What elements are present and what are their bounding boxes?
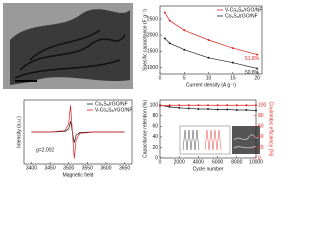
x-tick-label: 3650 [119, 165, 130, 171]
legend-label: V-Co₉S₈/rGO/NF [225, 7, 262, 13]
data-point [255, 109, 257, 112]
x-tick-label: 0 [159, 159, 162, 165]
data-point [207, 56, 210, 59]
x-tick-label: 8000 [231, 159, 242, 165]
data-point [216, 108, 219, 111]
x-tick-label: 0 [159, 75, 162, 81]
data-point [235, 104, 238, 107]
y2-tick-label: 20 [258, 145, 264, 151]
legend-label: Co₉S₈/rGO/NF [95, 101, 128, 107]
data-point [197, 104, 200, 107]
x-tick-label: 10000 [249, 159, 263, 165]
y-tick-label: 0 [155, 155, 158, 161]
data-point [207, 104, 209, 107]
series-line [31, 105, 125, 159]
x-tick-label: 3550 [82, 165, 93, 171]
series-line [164, 38, 258, 69]
data-point [197, 107, 200, 110]
y-tick-label: 1000 [147, 65, 158, 71]
data-point [159, 104, 161, 107]
x-axis-label: Cycle number [193, 166, 224, 172]
y-tick-label: 2500 [147, 16, 158, 22]
legend-label: Co₉S₈/rGO/NF [225, 13, 258, 19]
data-point [207, 107, 209, 110]
data-point [168, 104, 171, 107]
y-tick-label: 20 [152, 145, 158, 151]
x-axis-label: Current density (A g⁻¹) [186, 82, 236, 88]
y2-tick-label: 80 [258, 113, 264, 119]
annotation: g=2.002 [36, 147, 54, 153]
x-tick-label: 3600 [100, 165, 111, 171]
x-tick-label: 3450 [45, 165, 56, 171]
y2-tick-label: 100 [258, 103, 267, 109]
tem-texture [14, 29, 126, 79]
y-tick-label: 80 [152, 113, 158, 119]
data-point [226, 104, 229, 107]
tem-image [3, 3, 133, 89]
data-point [163, 37, 166, 40]
data-point [207, 39, 210, 41]
y2-tick-label: 60 [258, 124, 264, 130]
x-tick-label: 3400 [26, 165, 37, 171]
series-line [164, 12, 258, 55]
data-point [226, 108, 229, 111]
x-tick-label: 6000 [212, 159, 223, 165]
data-point [183, 29, 186, 32]
data-point [183, 48, 186, 51]
data-point [235, 109, 238, 112]
data-point [231, 61, 234, 64]
scale-bar [15, 80, 37, 82]
y-tick-label: 2000 [147, 32, 158, 38]
data-point [231, 47, 234, 50]
data-point [256, 67, 259, 70]
data-point [255, 104, 257, 107]
y2-axis-label: Coulombic efficiency (%) [268, 102, 274, 157]
x-tick-label: 20 [254, 75, 260, 81]
plot-frame [159, 5, 263, 75]
data-point [168, 42, 171, 45]
annotation: 51.8% [245, 56, 260, 62]
data-point [187, 107, 190, 110]
y-tick-label: 1500 [147, 49, 158, 55]
data-point [178, 104, 181, 107]
y-axis-label: Specific capacitance (F g⁻¹) [142, 9, 148, 71]
plot-frame [23, 99, 133, 165]
plot-frame [159, 99, 257, 159]
x-tick-label: 5 [183, 75, 186, 81]
y-tick-label: 40 [152, 134, 158, 140]
x-axis-label: Magnetic field [63, 172, 94, 178]
y-tick-label: 60 [152, 124, 158, 130]
x-tick-label: 15 [230, 75, 236, 81]
y2-tick-label: 0 [258, 155, 261, 161]
data-point [168, 105, 171, 108]
x-tick-label: 10 [206, 75, 212, 81]
data-point [256, 53, 259, 56]
inset-curve [204, 129, 222, 151]
x-tick-label: 3500 [63, 165, 74, 171]
data-point [178, 106, 181, 109]
legend-label: V-Co₉S₈/rGO/NF [95, 107, 132, 113]
page: {"chart_data": [ {"type": "line", "x_lab… [3, 3, 274, 179]
annotation: 50.8% [245, 70, 260, 76]
data-point [245, 109, 248, 112]
data-point [245, 104, 248, 107]
inset-sem [232, 126, 260, 154]
y-axis-label: Capacitance retention (%) [142, 100, 148, 158]
x-tick-label: 2000 [174, 159, 185, 165]
data-point [187, 104, 190, 107]
data-point [168, 19, 171, 22]
data-point [163, 11, 166, 14]
inset-curve [182, 129, 200, 151]
x-tick-label: 4000 [193, 159, 204, 165]
y-axis-label: Intensity (a.u.) [16, 116, 22, 148]
inset [179, 125, 260, 155]
y2-tick-label: 40 [258, 134, 264, 140]
tem-sample [10, 9, 130, 86]
y-tick-label: 100 [150, 103, 159, 109]
data-point [216, 104, 219, 107]
